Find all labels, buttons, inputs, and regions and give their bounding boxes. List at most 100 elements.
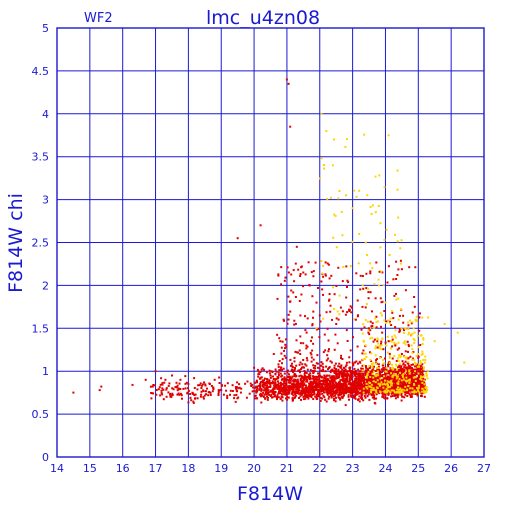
- data-point: [349, 377, 352, 379]
- data-point: [325, 389, 328, 392]
- data-point: [289, 310, 292, 313]
- data-point: [391, 390, 394, 393]
- data-point: [397, 391, 399, 394]
- data-point: [397, 380, 400, 383]
- data-point: [343, 394, 345, 397]
- data-point: [179, 388, 182, 390]
- plot-frame: [56, 27, 485, 458]
- data-point: [399, 259, 402, 262]
- data-point: [420, 353, 423, 356]
- data-point: [351, 375, 354, 378]
- data-point: [388, 381, 391, 384]
- data-point: [307, 390, 310, 393]
- data-point: [419, 378, 422, 380]
- data-point: [380, 325, 382, 328]
- data-point: [277, 388, 280, 390]
- data-point: [408, 366, 411, 369]
- data-point: [365, 369, 367, 372]
- data-point: [370, 386, 373, 389]
- data-point: [282, 382, 285, 385]
- data-point: [305, 344, 308, 347]
- data-point: [318, 383, 321, 385]
- data-point: [348, 368, 351, 371]
- data-point: [332, 138, 335, 141]
- data-point: [311, 323, 314, 326]
- data-point: [299, 379, 302, 382]
- data-point: [289, 358, 292, 361]
- data-point: [400, 392, 403, 395]
- data-point: [372, 393, 375, 395]
- data-point: [292, 291, 295, 294]
- data-point: [403, 355, 406, 358]
- data-point: [344, 145, 347, 148]
- data-point: [344, 390, 347, 393]
- data-point: [403, 384, 406, 387]
- data-point: [416, 363, 419, 366]
- data-point: [353, 379, 356, 382]
- data-point: [409, 388, 412, 391]
- data-point: [349, 349, 352, 352]
- data-point: [345, 364, 348, 367]
- data-point: [369, 291, 372, 294]
- data-point: [376, 379, 379, 382]
- data-point: [308, 378, 311, 381]
- data-point: [393, 393, 396, 396]
- data-point: [315, 384, 318, 386]
- data-point: [321, 383, 324, 385]
- data-point: [321, 397, 323, 400]
- data-point: [320, 157, 323, 160]
- data-point: [184, 382, 187, 385]
- x-tick-label: 16: [116, 462, 130, 475]
- data-point: [177, 387, 180, 390]
- data-point: [379, 297, 382, 300]
- data-point: [303, 383, 305, 386]
- data-point: [402, 341, 405, 344]
- data-point: [368, 367, 371, 369]
- data-point: [349, 392, 352, 395]
- data-point: [309, 377, 312, 380]
- data-point: [352, 388, 355, 391]
- data-point: [391, 389, 394, 392]
- data-point: [257, 375, 260, 378]
- data-point: [406, 395, 409, 397]
- data-point: [271, 389, 274, 392]
- data-point: [335, 374, 338, 377]
- data-point: [318, 378, 320, 381]
- data-point: [405, 372, 408, 375]
- data-point: [338, 190, 341, 192]
- data-point: [407, 324, 410, 327]
- data-point: [353, 389, 356, 391]
- data-point: [399, 356, 402, 359]
- data-point: [390, 395, 392, 398]
- data-point: [393, 394, 396, 397]
- data-point: [340, 357, 342, 359]
- data-point: [250, 385, 253, 387]
- data-point: [354, 397, 357, 400]
- data-point: [258, 388, 261, 391]
- data-point: [387, 340, 390, 343]
- data-point: [268, 379, 271, 382]
- data-point: [357, 372, 360, 375]
- data-point: [397, 366, 400, 369]
- data-point: [271, 371, 274, 374]
- data-point: [201, 383, 204, 386]
- data-point: [349, 366, 352, 369]
- data-point: [360, 328, 363, 331]
- data-point: [297, 369, 300, 372]
- data-point: [301, 363, 304, 366]
- data-point: [306, 388, 309, 391]
- data-point: [404, 360, 407, 363]
- data-point: [316, 366, 319, 369]
- data-point: [255, 388, 258, 391]
- data-point: [346, 340, 349, 342]
- data-point: [272, 392, 275, 395]
- data-point: [355, 373, 358, 376]
- data-point: [322, 264, 325, 267]
- data-point: [329, 385, 332, 388]
- data-point: [312, 398, 315, 400]
- data-point: [292, 394, 295, 397]
- data-point: [343, 391, 346, 394]
- data-point: [388, 254, 391, 256]
- data-point: [309, 369, 312, 372]
- data-point: [322, 164, 325, 166]
